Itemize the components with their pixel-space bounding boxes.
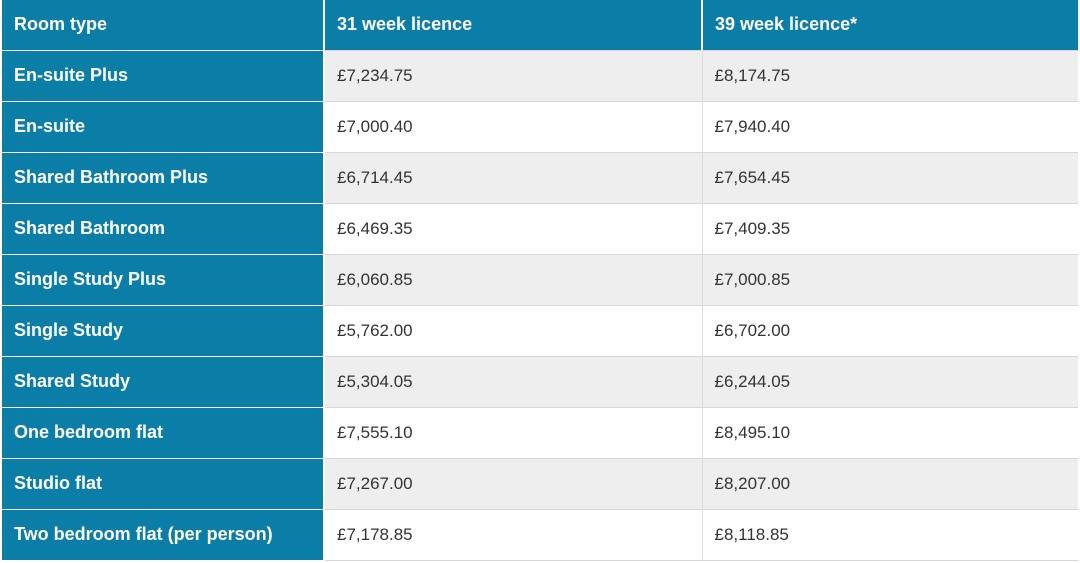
table-row: Studio flat £7,267.00 £8,207.00 — [2, 457, 1078, 509]
room-type-cell: En-suite — [2, 100, 325, 152]
table-row: Shared Bathroom Plus £6,714.45 £7,654.45 — [2, 151, 1078, 203]
price-39-week-cell: £8,118.85 — [702, 508, 1078, 561]
header-39-week-licence: 39 week licence* — [702, 0, 1078, 50]
table-row: Single Study £5,762.00 £6,702.00 — [2, 304, 1078, 356]
price-31-week-cell: £7,178.85 — [324, 508, 703, 561]
room-type-cell: En-suite Plus — [2, 49, 325, 101]
header-room-type: Room type — [2, 0, 325, 50]
price-31-week-cell: £6,060.85 — [324, 253, 703, 305]
price-39-week-cell: £8,495.10 — [702, 406, 1078, 458]
price-31-week-cell: £6,714.45 — [324, 151, 703, 203]
room-type-cell: Shared Study — [2, 355, 325, 407]
price-31-week-cell: £5,762.00 — [324, 304, 703, 356]
room-type-cell: Shared Bathroom — [2, 202, 325, 254]
room-type-cell: Shared Bathroom Plus — [2, 151, 325, 203]
table-row: Two bedroom flat (per person) £7,178.85 … — [2, 508, 1078, 561]
price-39-week-cell: £6,702.00 — [702, 304, 1078, 356]
price-31-week-cell: £7,555.10 — [324, 406, 703, 458]
room-type-cell: Single Study — [2, 304, 325, 356]
price-31-week-cell: £5,304.05 — [324, 355, 703, 407]
room-type-cell: Studio flat — [2, 457, 325, 509]
price-31-week-cell: £7,000.40 — [324, 100, 703, 152]
price-39-week-cell: £7,409.35 — [702, 202, 1078, 254]
table-row: Single Study Plus £6,060.85 £7,000.85 — [2, 253, 1078, 305]
table-header-row: Room type 31 week licence 39 week licenc… — [2, 0, 1078, 50]
room-type-cell: Two bedroom flat (per person) — [2, 508, 325, 560]
price-31-week-cell: £6,469.35 — [324, 202, 703, 254]
price-39-week-cell: £7,654.45 — [702, 151, 1078, 203]
price-39-week-cell: £7,000.85 — [702, 253, 1078, 305]
header-31-week-licence: 31 week licence — [324, 0, 703, 50]
room-type-cell: One bedroom flat — [2, 406, 325, 458]
table-row: En-suite Plus £7,234.75 £8,174.75 — [2, 49, 1078, 101]
price-39-week-cell: £7,940.40 — [702, 100, 1078, 152]
table-row: Shared Study £5,304.05 £6,244.05 — [2, 355, 1078, 407]
price-39-week-cell: £8,174.75 — [702, 49, 1078, 101]
price-39-week-cell: £6,244.05 — [702, 355, 1078, 407]
price-39-week-cell: £8,207.00 — [702, 457, 1078, 509]
room-type-cell: Single Study Plus — [2, 253, 325, 305]
table-row: En-suite £7,000.40 £7,940.40 — [2, 100, 1078, 152]
table-row: One bedroom flat £7,555.10 £8,495.10 — [2, 406, 1078, 458]
table-row: Shared Bathroom £6,469.35 £7,409.35 — [2, 202, 1078, 254]
price-31-week-cell: £7,234.75 — [324, 49, 703, 101]
price-31-week-cell: £7,267.00 — [324, 457, 703, 509]
